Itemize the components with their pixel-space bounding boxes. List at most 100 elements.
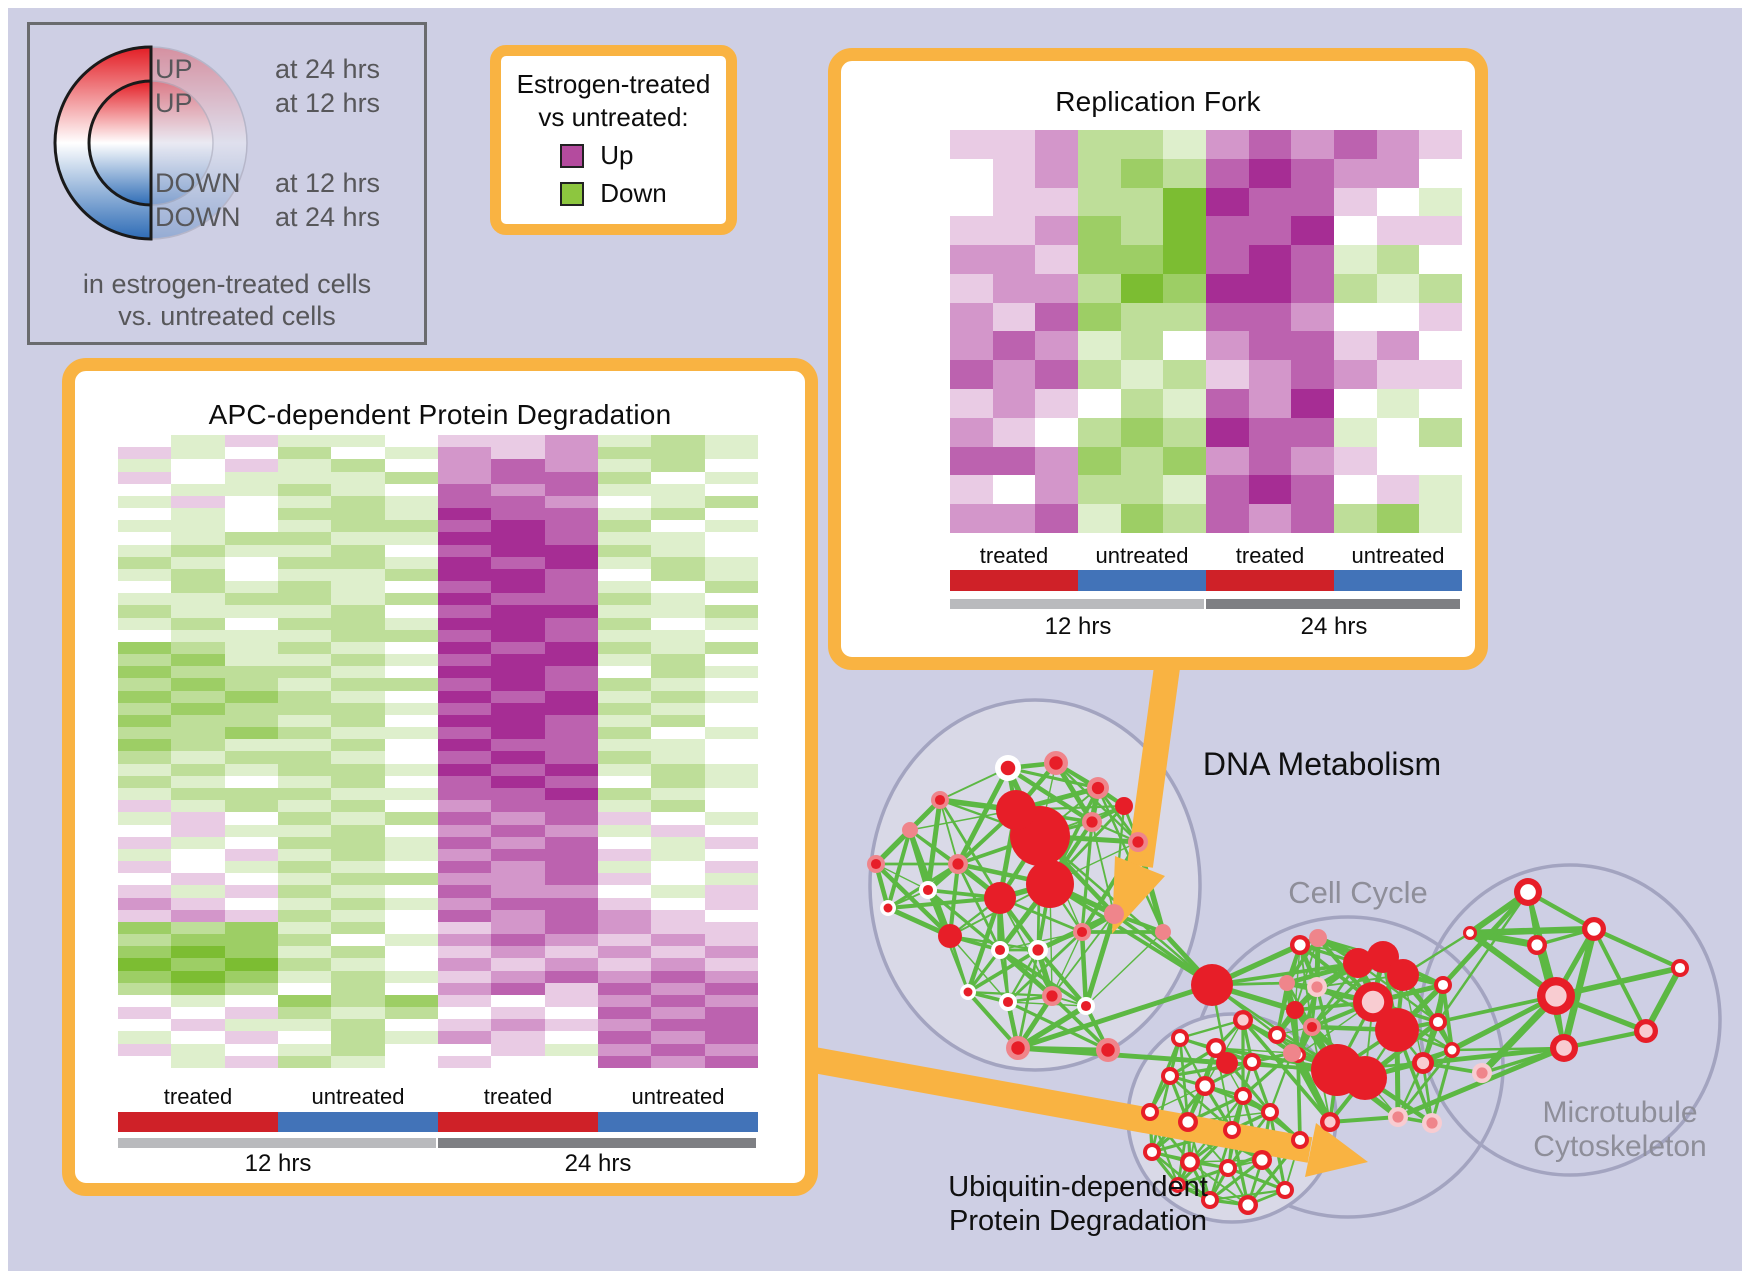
heatmap-cell (224, 459, 278, 472)
heatmap-cell (1334, 245, 1377, 274)
heatmap-cell (118, 909, 172, 922)
heatmap-cell (597, 544, 652, 557)
network-edge (1294, 937, 1319, 1011)
heatmap-cell (437, 873, 492, 886)
heatmap-cell (331, 508, 385, 521)
heatmap-row (118, 763, 758, 776)
heatmap-cell (171, 1007, 225, 1020)
heatmap-cell (544, 836, 598, 849)
heatmap-cell (118, 861, 172, 874)
gene-node-core (1520, 884, 1536, 900)
heatmap-cell (491, 861, 545, 874)
heatmap-cell (384, 1007, 438, 1020)
heatmap-cell (331, 812, 385, 825)
heatmap-cell (224, 508, 278, 521)
heatmap-cell (277, 934, 332, 947)
heatmap-cell (1078, 360, 1121, 390)
heatmap-cell (384, 848, 438, 862)
heatmap-cell (224, 812, 278, 825)
heatmap-row (118, 435, 758, 448)
heatmap-cell (277, 471, 332, 484)
heatmap-cell (491, 934, 545, 947)
heatmap-cell (171, 678, 225, 691)
heatmap-cell (224, 471, 278, 484)
color-legend-title-line1: Estrogen-treated (516, 69, 711, 99)
gene-node-core (1101, 1043, 1115, 1057)
heatmap-cell (171, 471, 225, 484)
heatmap-cell (544, 1055, 598, 1068)
heatmap-cell (437, 836, 492, 849)
heatmap-cell (331, 848, 385, 862)
heatmap-cell (277, 946, 332, 959)
heatmap-cell (171, 593, 225, 606)
heatmap-cell (224, 435, 278, 448)
heatmap-cell (992, 187, 1036, 217)
heatmap-cell (331, 751, 385, 764)
heatmap-cell (171, 520, 225, 533)
time-label: 12 hrs (1044, 613, 1112, 640)
heatmap-cell (171, 800, 225, 813)
heatmap-row (118, 1007, 758, 1020)
network-edge (1051, 931, 1083, 997)
heatmap-cell (331, 1019, 385, 1032)
heatmap-cell (704, 873, 758, 886)
heatmap-cell (437, 714, 492, 728)
heatmap-cell (384, 836, 438, 849)
heatmap-cell (171, 556, 225, 569)
heatmap-cell (491, 836, 545, 849)
heatmap-cell (1291, 216, 1335, 246)
network-edge (1036, 948, 1088, 1008)
heatmap-cell (1078, 130, 1121, 159)
heatmap-cell (331, 958, 385, 971)
heatmap-cell (1419, 389, 1463, 418)
heatmap-cell (384, 1019, 438, 1032)
heatmap-cell (704, 495, 758, 509)
heatmap-cell (118, 1055, 172, 1068)
heatmap-cell (491, 1043, 545, 1056)
heatmap-cell (331, 435, 385, 448)
heatmap-cell (277, 508, 332, 521)
heatmap-cell (1419, 302, 1463, 332)
heatmap-cell (384, 654, 438, 667)
heatmap-cell (437, 727, 492, 740)
heatmap-row (118, 897, 758, 910)
heatmap-cell (1419, 504, 1463, 533)
heatmap-cell (331, 495, 385, 509)
heatmap-cell (224, 958, 278, 971)
network-edge (1016, 1003, 1088, 1051)
heatmap-cell (277, 1055, 332, 1068)
legend-item-up: Up (560, 140, 666, 171)
heatmap-row (118, 471, 758, 484)
heatmap-cell (544, 897, 598, 910)
heatmap-cell (544, 787, 598, 801)
heatmap-cell (651, 617, 705, 630)
heatmap-cell (118, 483, 172, 496)
heatmap-cell (651, 934, 705, 947)
heatmap-cell (118, 617, 172, 630)
heatmap-cell (950, 475, 993, 505)
heatmap-cell (384, 556, 438, 569)
heatmap-cell (171, 946, 225, 959)
condition-group-label: treated (483, 1084, 553, 1109)
heatmap-cell (544, 763, 598, 776)
heatmap-cell (597, 958, 652, 971)
heatmap-cell (704, 435, 758, 448)
heatmap-cell (1035, 158, 1079, 188)
heatmap-cell (437, 739, 492, 752)
network-edge (966, 990, 1020, 1050)
heatmap-row (118, 873, 758, 886)
heatmap-cell (704, 909, 758, 922)
heatmap-cell (704, 800, 758, 813)
cluster-label-ub: Ubiquitin-dependent Protein Degradation (948, 1171, 1208, 1237)
condition-group-label: treated (1235, 543, 1305, 568)
heatmap-cell (992, 504, 1036, 533)
heatmap-cell (544, 702, 598, 715)
network-edge (874, 862, 952, 938)
heatmap-cell (118, 848, 172, 862)
heatmap-row (118, 544, 758, 557)
heatmap-cell (118, 958, 172, 971)
gene-node-core (1032, 944, 1044, 956)
heatmap-cell (437, 435, 492, 448)
